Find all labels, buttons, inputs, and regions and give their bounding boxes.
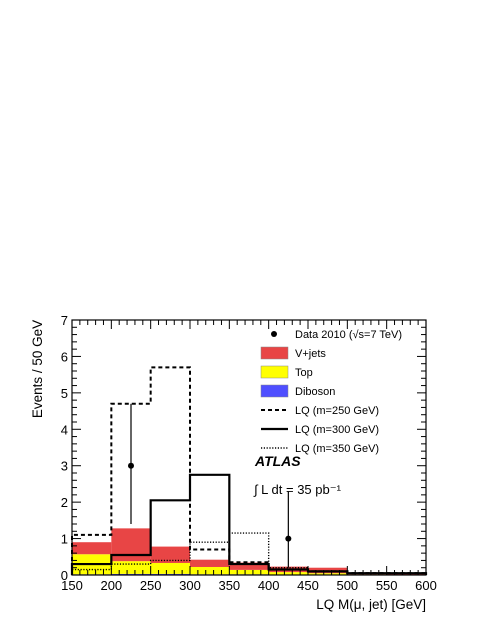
legend-top-swatch: [260, 365, 289, 379]
legend-vjets-swatch: [260, 346, 289, 360]
y-tick-label-4: 4: [61, 422, 68, 437]
legend-lq300-label: LQ (m=300 GeV): [295, 424, 379, 436]
y-tick-label-7: 7: [61, 313, 68, 328]
legend-data-marker: [271, 331, 277, 337]
legend: Data 2010 (√s=7 TeV) V+jets Top Diboson LQ (…: [260, 329, 402, 455]
y-tick-label-2: 2: [61, 495, 68, 510]
legend-lq350-label: LQ (m=350 GeV): [295, 443, 379, 455]
x-tick-label-150: 150: [61, 578, 83, 593]
x-tick-label-600: 600: [415, 578, 437, 593]
x-tick-label-400: 400: [258, 578, 280, 593]
x-tick-label-200: 200: [100, 578, 122, 593]
x-tick-label-450: 450: [297, 578, 319, 593]
plot-frame: [71, 319, 427, 576]
legend-lq250-label: LQ (m=250 GeV): [295, 405, 379, 417]
axes: [71, 319, 427, 576]
x-tick-label-500: 500: [336, 578, 358, 593]
legend-top-label: Top: [295, 367, 313, 379]
legend-diboson-label: Diboson: [295, 386, 335, 398]
bar-top-4: [229, 569, 269, 575]
x-tick-label-550: 550: [376, 578, 398, 593]
x-tick-label-250: 250: [140, 578, 162, 593]
x-tick-label-300: 300: [179, 578, 201, 593]
y-tick-label-5: 5: [61, 386, 68, 401]
legend-data-label: Data 2010 (√s=7 TeV): [295, 329, 402, 341]
signal-line-3: [71, 532, 427, 575]
x-tick-label-350: 350: [218, 578, 240, 593]
data-point-1: [285, 535, 292, 542]
luminosity-label: ∫ L dt = 35 pb⁻¹: [253, 482, 342, 497]
plot-area: [70, 366, 428, 575]
y-tick-label-0: 0: [61, 568, 68, 583]
y-tick-label-6: 6: [61, 349, 68, 364]
bar-top-2: [150, 562, 190, 574]
data-point-0: [128, 462, 134, 469]
y-tick-label-3: 3: [61, 459, 68, 474]
y-tick-label-1: 1: [61, 532, 68, 547]
bar-top-5: [268, 572, 308, 575]
bar-top-1: [111, 561, 151, 574]
bar-v-jets-2: [150, 546, 190, 563]
x-axis-title: LQ M(μ, jet) [GeV]: [316, 597, 426, 612]
bar-v-jets-1: [111, 528, 151, 562]
bar-v-jets-4: [229, 562, 269, 570]
y-axis-title: Events / 50 GeV: [30, 320, 45, 418]
legend-vjets-label: V+jets: [295, 348, 326, 360]
legend-diboson-swatch: [260, 384, 289, 398]
atlas-label: ATLAS: [254, 453, 301, 469]
bar-top-6: [308, 573, 348, 575]
axis-ticks: 150 200 250 300 350 400 450 500 550 600 0 1 2 3 4 5 6 7: [61, 313, 437, 593]
bar-v-jets-0: [72, 542, 112, 555]
bar-top-3: [190, 566, 230, 575]
bar-v-jets-3: [190, 559, 230, 567]
